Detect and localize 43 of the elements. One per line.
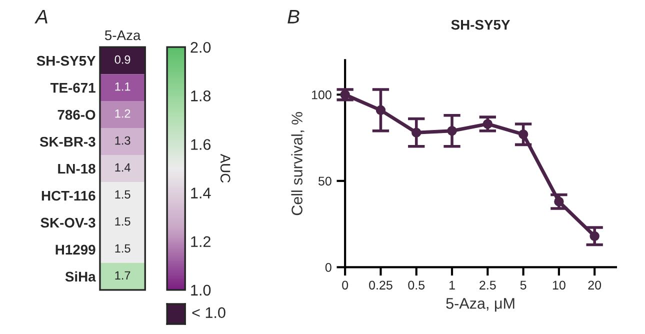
x-tick-label: 10	[552, 280, 566, 290]
color-bar-label: 1.6	[191, 139, 211, 150]
color-bar-title: AUC	[220, 154, 230, 183]
data-label: 1.7	[115, 271, 130, 280]
y-tick-label: 50	[318, 176, 332, 186]
y-tick-label: SiHa	[65, 271, 96, 282]
data-label: 1.1	[115, 82, 130, 91]
text: A	[34, 10, 48, 24]
text: B	[288, 10, 300, 24]
y-axis-title: Cell survival, %	[291, 112, 304, 216]
x-tick-label: 1	[449, 280, 455, 290]
data-label: 1.3	[115, 136, 130, 145]
color-bar-label: 1.2	[191, 236, 210, 247]
chart-title: SH-SY5Y	[451, 20, 510, 30]
data-label: 1.4	[115, 163, 130, 172]
y-tick-label: HCT-116	[42, 190, 96, 201]
x-tick-label: 5-Aza	[104, 30, 141, 40]
y-tick-label: SK-BR-3	[40, 136, 96, 147]
data-label: 0.9	[114, 55, 130, 64]
y-tick-label: SK-OV-3	[40, 218, 96, 228]
y-tick-label: 786-O	[58, 110, 96, 120]
y-tick-label: H1299	[56, 244, 96, 255]
x-axis-title: 5-Aza, μM	[446, 298, 514, 312]
x-tick-label: 0	[342, 280, 348, 290]
color-bar-label: 2.0	[190, 42, 211, 53]
color-bar-label: 1.0	[191, 284, 211, 296]
y-tick-label: 100	[312, 90, 332, 100]
y-tick-label: TE-671	[50, 82, 96, 93]
text: < 1.0	[192, 307, 226, 318]
y-tick-label: LN-18	[58, 164, 96, 174]
color-bar-label: 1.4	[191, 188, 211, 198]
x-tick-label: 0.5	[408, 280, 425, 290]
color-bar-label: 1.8	[191, 90, 211, 102]
y-tick-label: 0	[325, 263, 332, 272]
x-tick-label: 2.5	[480, 280, 496, 290]
x-tick-label: 5	[520, 280, 526, 290]
x-tick-label: 0.25	[369, 280, 392, 290]
y-tick-label: SH-SY5Y	[36, 56, 96, 66]
data-label: 1.2	[115, 109, 130, 118]
x-tick-label: 20	[588, 280, 602, 290]
data-label: 1.5	[115, 190, 130, 199]
data-label: 1.5	[115, 244, 130, 253]
data-label: 1.5	[115, 217, 130, 226]
